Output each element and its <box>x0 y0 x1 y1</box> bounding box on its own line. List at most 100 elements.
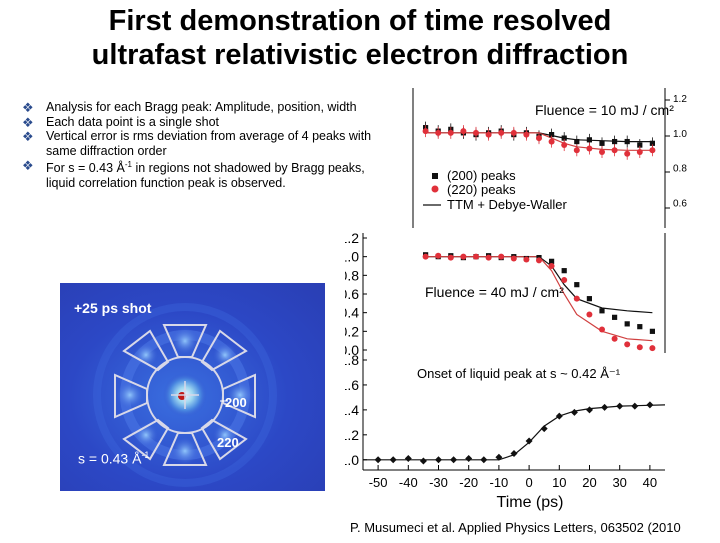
data-point-square <box>549 132 555 138</box>
y-tick-label: 0.6 <box>673 199 687 210</box>
bullet-item-single-shot: ❖ Each data point is a single shot <box>22 115 372 130</box>
x-tick-label: 20 <box>582 475 596 490</box>
slide-title: First demonstration of time resolved ult… <box>0 4 720 72</box>
data-point-diamond <box>435 456 442 464</box>
data-point-circle <box>586 311 593 318</box>
data-point-diamond <box>631 402 639 410</box>
data-point-circle <box>435 252 442 259</box>
x-tick-label: 0 <box>525 475 532 490</box>
data-point-diamond <box>465 455 473 463</box>
diamond-bullet-icon: ❖ <box>22 100 34 115</box>
y-tick-label: 0.4 <box>345 305 359 321</box>
panel-middle-marks: 1.2 1.0 0.8 0.6 0.4 0.2 0.0 <box>340 230 656 358</box>
diffraction-pattern <box>60 283 325 491</box>
diamond-bullet-icon: ❖ <box>22 158 34 174</box>
bullet-item-analysis: ❖ Analysis for each Bragg peak: Amplitud… <box>22 100 372 115</box>
analysis-region-outlines <box>114 324 256 466</box>
data-point-circle <box>624 150 631 157</box>
bullet-text-sup: -1 <box>124 160 132 170</box>
shot-label: +25 ps shot <box>74 300 152 316</box>
s-value-text: s = 0.43 Å <box>78 450 142 467</box>
data-point-circle <box>485 254 492 261</box>
data-point-square <box>649 328 655 334</box>
data-point-diamond <box>480 456 488 464</box>
bullet-text-pre: For s = 0.43 Å <box>46 161 125 176</box>
panel-top-marks: 1.2 1.0 0.8 0.6 <box>422 94 687 210</box>
legend-swatch-200 <box>432 173 438 179</box>
data-point-circle <box>498 253 505 260</box>
data-point-circle <box>573 295 580 302</box>
data-point-diamond <box>616 402 624 410</box>
data-point-square <box>612 138 618 145</box>
bragg-spots <box>116 327 254 465</box>
data-point-circle <box>473 253 479 260</box>
data-point-circle <box>548 138 555 145</box>
data-point-diamond <box>495 453 503 461</box>
label-200: 200 <box>225 395 247 410</box>
data-point-circle <box>523 131 530 138</box>
data-point-square <box>561 268 567 274</box>
data-point-circle <box>611 335 618 342</box>
data-point-circle <box>586 145 593 152</box>
time-resolved-plots: 1.21.00.80.6 1.21.00.80.60.40.20.0 1.81.… <box>340 88 687 511</box>
bullet-text-post: in regions not shadowed by Bragg peaks, … <box>46 161 365 191</box>
data-point-circle <box>649 147 656 154</box>
x-axis-label: Time (ps) <box>497 494 564 511</box>
data-point-diamond <box>570 408 578 416</box>
data-point-circle <box>599 326 605 333</box>
data-point-circle <box>460 128 467 135</box>
panel-middle-axes <box>362 233 666 353</box>
diamond-bullet-icon: ❖ <box>22 114 34 130</box>
y-tick-label: 1.0 <box>673 129 687 140</box>
x-tick-label: -50 <box>369 475 388 490</box>
data-point-diamond <box>555 412 563 420</box>
bullet-text: Each data point is a single shot <box>46 114 220 129</box>
data-point-circle <box>435 129 442 136</box>
data-point-diamond <box>510 450 518 458</box>
data-point-diamond <box>586 406 593 414</box>
data-point-square <box>586 137 592 143</box>
data-point-diamond <box>601 403 609 411</box>
x-tick-label: -20 <box>459 475 478 490</box>
diamond-bullet-icon: ❖ <box>22 129 34 145</box>
data-point-circle <box>649 345 656 352</box>
data-point-circle <box>536 135 542 142</box>
legend-swatch-220 <box>431 185 439 193</box>
data-point-diamond <box>374 456 382 464</box>
data-point-square <box>624 138 630 145</box>
s-value-label: s = 0.43 Å-1 <box>78 450 149 467</box>
diffraction-image-panel: +25 ps shot 200 220 s = 0.43 Å-1 <box>60 283 325 491</box>
y-tick-label: 1.0 <box>345 249 359 265</box>
annotation-fluence-10: Fluence = 10 mJ / cm² <box>535 102 674 118</box>
bullet-item-liquid-peak: ❖ For s = 0.43 Å-1 in regions not shadow… <box>22 158 372 190</box>
data-point-circle <box>624 341 631 348</box>
data-point-diamond <box>389 456 397 464</box>
panel-text-marks: Fluence = 10 mJ / cm² Fluence = 40 mJ / c… <box>417 102 674 511</box>
y-tick-label: 0.8 <box>673 164 687 175</box>
data-point-square <box>599 308 605 314</box>
data-point-diamond <box>525 437 533 445</box>
bullet-text: Analysis for each Bragg peak: Amplitude,… <box>46 100 357 114</box>
data-point-circle <box>599 149 605 156</box>
data-point-circle <box>561 277 568 283</box>
y-tick-label: 0.2 <box>345 323 359 339</box>
y-tick-label: 1.2 <box>673 94 687 105</box>
data-point-circle <box>510 255 517 262</box>
legend-label-220: (220) peaks <box>447 182 516 197</box>
data-point-diamond <box>646 401 654 409</box>
data-point-square <box>637 142 643 148</box>
data-point-square <box>549 258 555 264</box>
data-point-circle <box>422 253 429 260</box>
citation: P. Musumeci et al. Applied Physics Lette… <box>350 520 681 535</box>
data-point-square <box>637 324 643 330</box>
annotation-fluence-40: Fluence = 40 mJ / cm² <box>425 284 564 300</box>
bullet-list: ❖ Analysis for each Bragg peak: Amplitud… <box>22 100 372 191</box>
x-tick-label: -30 <box>429 475 448 490</box>
data-point-circle <box>498 129 505 136</box>
data-point-circle <box>636 149 643 156</box>
data-point-square <box>624 321 630 327</box>
y-tick-label: 1.2 <box>345 427 359 443</box>
data-point-square <box>612 314 618 320</box>
data-point-diamond <box>450 456 458 464</box>
data-point-circle <box>573 147 580 154</box>
